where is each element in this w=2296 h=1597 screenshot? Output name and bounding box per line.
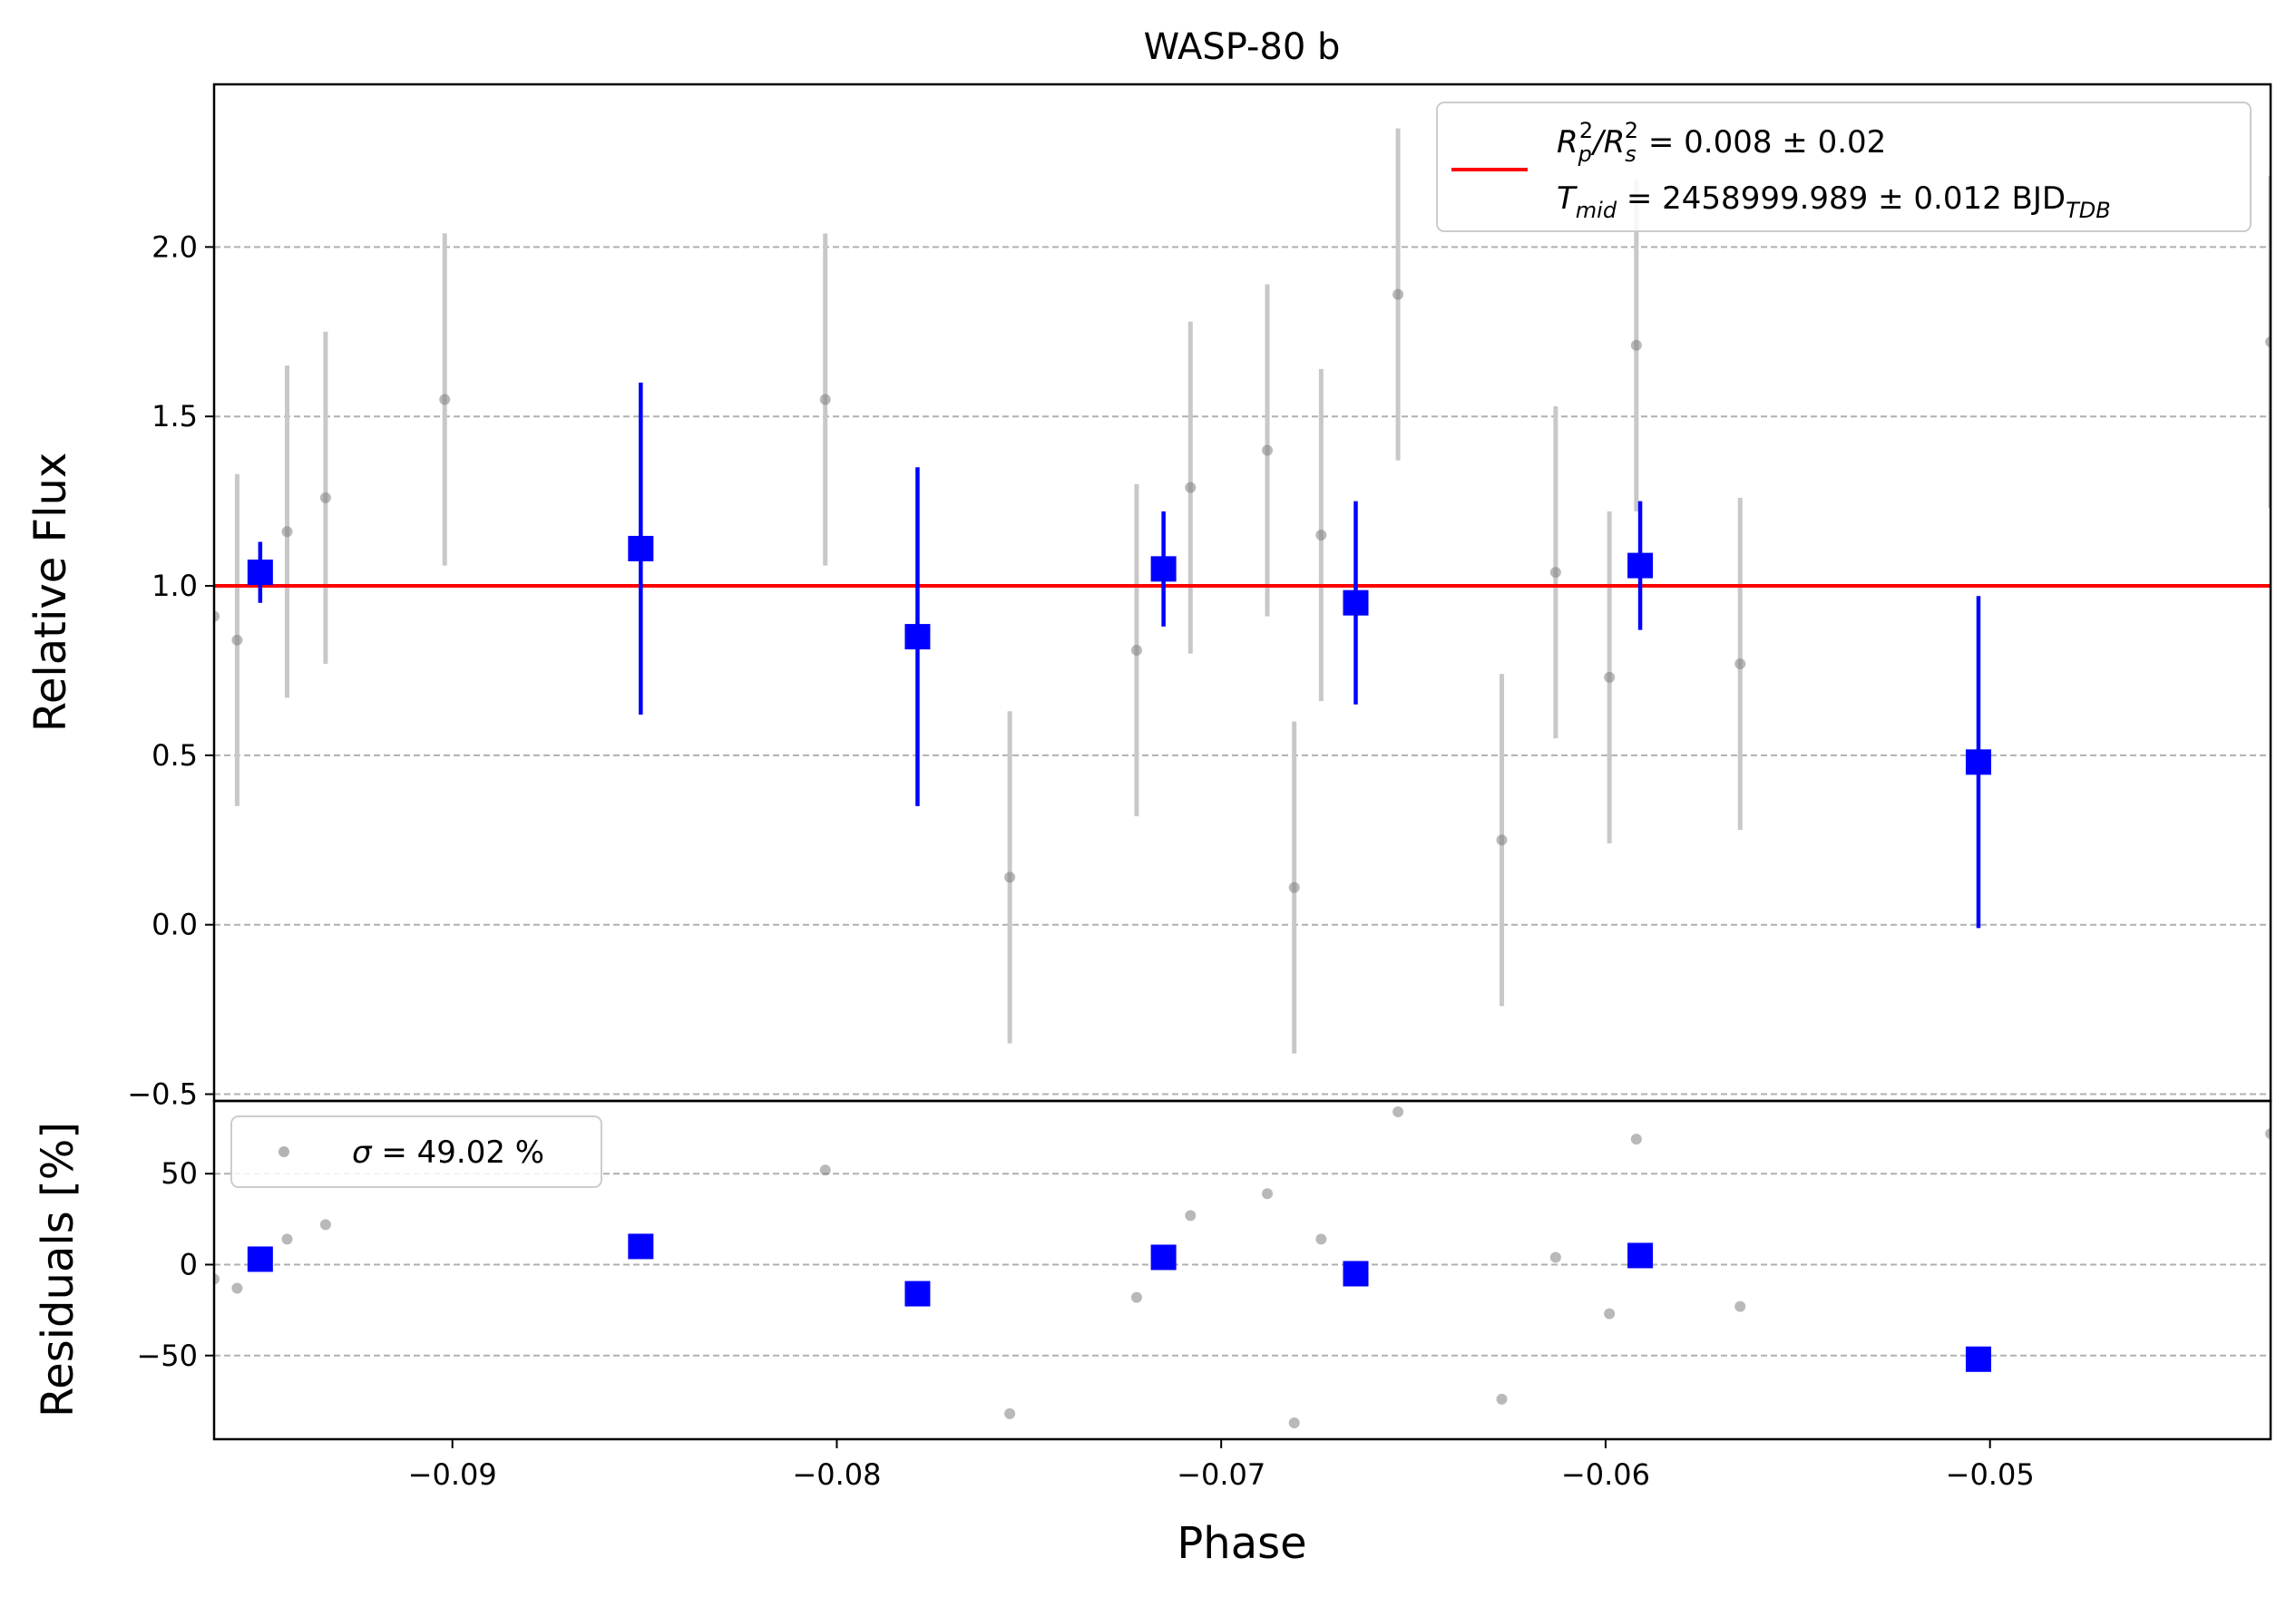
residual-binned-point (1627, 1242, 1654, 1269)
chart-title: WASP-80 b (1144, 26, 1341, 68)
residual-raw-point (1630, 1134, 1642, 1145)
residual-binned-point (628, 1233, 654, 1260)
raw-point (231, 634, 243, 646)
binned-point (1965, 749, 1991, 775)
residual-raw-point (1315, 1233, 1327, 1245)
residual-binned-point (904, 1281, 931, 1307)
main-y-tick-label: 1.5 (151, 399, 198, 433)
raw-point (1604, 671, 1616, 683)
raw-point (1496, 834, 1508, 846)
residual-binned-points (247, 1233, 1991, 1372)
residual-raw-point (1288, 1417, 1300, 1428)
x-tick-label: −0.09 (408, 1457, 497, 1492)
residual-y-axis-title: Residuals [%] (33, 1122, 83, 1417)
phase-x-ticks: −0.09 −0.08 −0.07 −0.06 −0.05 (408, 1439, 2035, 1492)
raw-point (439, 394, 451, 405)
binned-point (904, 624, 931, 650)
residual-binned-point (1343, 1261, 1369, 1287)
residual-raw-point (1496, 1393, 1508, 1405)
main-y-ticks: −0.5 0.0 0.5 1.0 1.5 2.0 (127, 229, 214, 1112)
raw-point (319, 492, 331, 503)
residual-raw-point (1549, 1251, 1561, 1263)
main-y-tick-label: 0.5 (151, 738, 198, 773)
raw-point (281, 526, 293, 538)
raw-point (819, 394, 831, 405)
residual-raw-point (1004, 1407, 1016, 1419)
residual-binned-point (247, 1246, 273, 1272)
residual-binned-point (1150, 1244, 1177, 1271)
binned-point (1343, 589, 1369, 616)
main-raw-points (214, 128, 2271, 1054)
residual-raw-point (2265, 1128, 2271, 1140)
residual-raw-point (1734, 1300, 1746, 1312)
residual-raw-point (1130, 1291, 1142, 1303)
residual-legend-marker (278, 1146, 289, 1157)
residual-plot-frame (212, 1099, 2272, 1441)
raw-point (1130, 645, 1142, 657)
main-binned-points (247, 382, 1991, 929)
main-y-tick-label: −0.5 (127, 1077, 198, 1112)
residual-sigma-text: σ = 49.02 % (352, 1134, 544, 1171)
residual-raw-point (819, 1164, 831, 1176)
x-tick-label: −0.07 (1177, 1457, 1265, 1492)
residual-y-ticks: −50 0 50 (136, 1156, 214, 1373)
raw-point (1549, 567, 1561, 579)
residual-binned-point (1965, 1346, 1991, 1372)
residual-y-tick-label: 50 (161, 1156, 198, 1191)
binned-point (247, 560, 273, 586)
residual-raw-point (231, 1282, 243, 1294)
raw-point (1004, 872, 1016, 883)
raw-point (1630, 339, 1642, 351)
main-y-tick-label: 0.0 (151, 908, 198, 942)
raw-point (1288, 881, 1300, 893)
residual-raw-point (1604, 1308, 1616, 1319)
residual-raw-point (1392, 1106, 1404, 1118)
main-legend: Rp2/Rs2 = 0.008 ± 0.02 Tmid = 2458999.98… (1436, 102, 2252, 232)
x-tick-label: −0.05 (1946, 1457, 2035, 1492)
x-tick-label: −0.08 (792, 1457, 881, 1492)
residual-raw-point (281, 1233, 293, 1245)
residual-raw-point (319, 1219, 331, 1231)
residual-y-tick-label: 0 (180, 1247, 198, 1281)
main-y-tick-label: 1.0 (151, 569, 198, 603)
raw-point (214, 610, 220, 622)
binned-point (1627, 552, 1654, 579)
raw-point (1185, 482, 1197, 493)
residual-y-tick-label: −50 (136, 1339, 198, 1373)
residual-raw-point (1185, 1210, 1197, 1222)
residual-legend: σ = 49.02 % (230, 1115, 602, 1188)
residual-raw-point (1262, 1188, 1274, 1200)
phase-x-axis-title: Phase (1177, 1518, 1306, 1569)
raw-point (1315, 529, 1327, 540)
residual-legend-box (230, 1115, 602, 1188)
main-y-tick-label: 2.0 (151, 229, 198, 264)
residual-raw-points (214, 1106, 2271, 1428)
raw-point (1262, 444, 1274, 456)
binned-point (628, 535, 654, 561)
main-legend-box (1436, 102, 2252, 232)
legend-depth-text: Rp2/Rs2 = 0.008 ± 0.02 (1557, 118, 1886, 167)
binned-point (1150, 556, 1177, 582)
raw-point (1734, 657, 1746, 669)
raw-point (2265, 336, 2271, 347)
residual-raw-point (214, 1273, 220, 1285)
legend-tmid-text: Tmid = 2458999.989 ± 0.012 BJDTDB (1557, 180, 2111, 223)
raw-point (1392, 288, 1404, 300)
x-tick-label: −0.06 (1561, 1457, 1650, 1492)
main-y-axis-title: Relative Flux (25, 453, 76, 733)
